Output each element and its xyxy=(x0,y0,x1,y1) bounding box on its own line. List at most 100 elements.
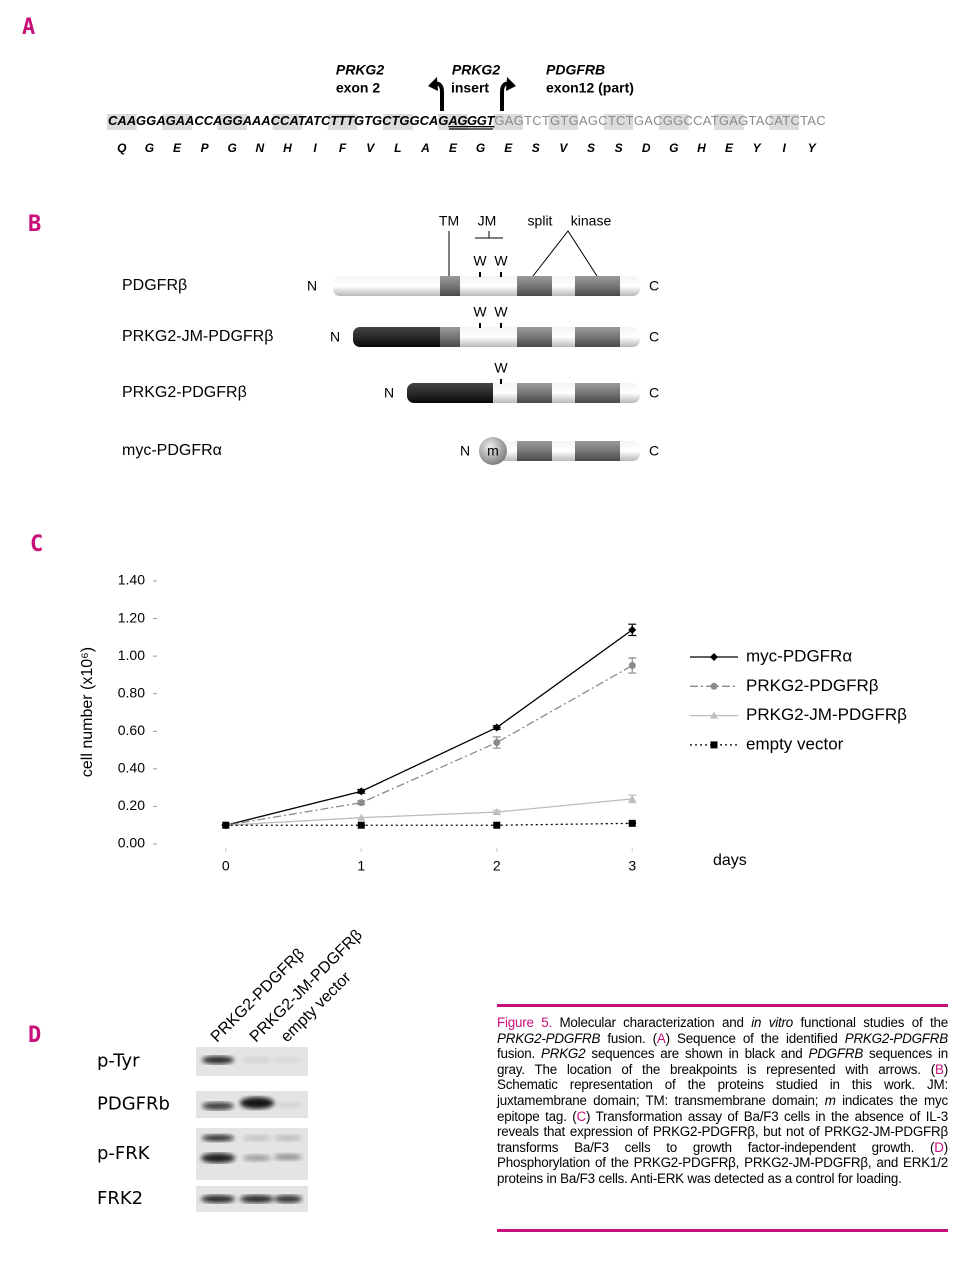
domain xyxy=(440,327,460,347)
figure-caption: Figure 5. Molecular characterization and… xyxy=(497,1004,948,1232)
protein-bar xyxy=(493,441,640,461)
domain xyxy=(620,276,640,296)
caption-italic: PRKG2 xyxy=(541,1046,586,1062)
band xyxy=(202,1056,234,1064)
amino-acid: E xyxy=(725,141,734,155)
domain xyxy=(517,327,552,347)
band xyxy=(274,1102,302,1108)
caption-text: ) Transformation assay of Ba/F3 cells in… xyxy=(497,1108,948,1155)
amino-acid: I xyxy=(313,141,317,155)
series-line xyxy=(225,822,633,826)
x-tick-label: 3 xyxy=(628,858,636,874)
amino-acid: V xyxy=(559,141,568,155)
domain xyxy=(620,441,640,461)
c-terminus: C xyxy=(649,329,659,345)
y-tick-label: 0.40 xyxy=(118,760,145,776)
caption-text: functional studies of the xyxy=(793,1015,949,1030)
protein-bar xyxy=(407,383,640,403)
blot-row-label: FRK2 xyxy=(97,1188,143,1209)
domain xyxy=(517,441,552,461)
domain xyxy=(552,383,575,403)
amino-acid: H xyxy=(697,141,706,155)
protein-bar xyxy=(353,327,640,347)
codon-shade xyxy=(272,114,303,130)
amino-acid: Y xyxy=(753,141,762,155)
legend-label: myc-PDGFRα xyxy=(746,646,852,665)
caption-italic: m xyxy=(824,1092,836,1108)
y-tick-label: 0.20 xyxy=(118,797,145,813)
blot-row-label: p-FRK xyxy=(97,1143,151,1164)
c-terminus: C xyxy=(649,443,659,459)
y-tick-label: 0.00 xyxy=(118,835,145,851)
amino-acid: N xyxy=(255,141,264,155)
amino-acid: S xyxy=(615,141,623,155)
amino-acid: S xyxy=(532,141,540,155)
amino-acid: A xyxy=(420,141,430,155)
pdgfrb-sequence: GAGTCTGTGAGCTCTGACGGCCATGAGTACATCTAC xyxy=(494,113,825,128)
series-line xyxy=(225,629,633,826)
band xyxy=(274,1135,302,1141)
caption-text: ) Phosphorylation of the PRKG2-PDGFRβ, P… xyxy=(497,1139,948,1186)
gene-name: PRKG2 xyxy=(452,62,500,78)
domain xyxy=(517,383,552,403)
gene-sub: exon12 (part) xyxy=(546,80,634,96)
domain xyxy=(575,327,620,347)
amino-acid: D xyxy=(642,141,651,155)
sequence: CAAGGAGAACCAGGAAACCATATCTTTGTGCTGGCAGAGG… xyxy=(108,113,826,128)
caption-italic: in vitro xyxy=(751,1015,793,1030)
marker xyxy=(492,808,501,816)
codon-shade xyxy=(327,114,358,130)
w-label: W xyxy=(473,304,487,320)
band xyxy=(274,1195,302,1203)
amino-acid: H xyxy=(283,141,292,155)
marker xyxy=(710,741,718,749)
amino-acid: G xyxy=(145,141,154,155)
codon-shade xyxy=(217,114,247,130)
legend-label: PRKG2-JM-PDGFRβ xyxy=(746,705,907,724)
panel-label: A xyxy=(22,15,35,40)
band xyxy=(240,1097,274,1109)
myc-tag-label: m xyxy=(487,443,499,459)
protein-name: PRKG2-JM-PDGFRβ xyxy=(122,328,273,345)
y-tick-label: 1.40 xyxy=(118,572,145,588)
protein-name: myc-PDGFRα xyxy=(122,442,222,459)
n-terminus: N xyxy=(384,385,394,401)
amino-acid: S xyxy=(587,141,595,155)
codon-shade xyxy=(383,114,413,130)
amino-acid: G xyxy=(669,141,678,155)
panel-label: D xyxy=(28,1023,41,1048)
legend-label: PRKG2-PDGFRβ xyxy=(746,676,879,695)
codon-shade xyxy=(603,114,634,130)
domain-label: kinase xyxy=(571,213,612,229)
codon-shade xyxy=(714,114,744,130)
caption-text: fusion. xyxy=(497,1046,541,1062)
domain xyxy=(575,276,620,296)
marker xyxy=(493,821,501,829)
caption-text: Molecular characterization and xyxy=(552,1015,752,1030)
amino-acid: G xyxy=(476,141,485,155)
amino-acid: I xyxy=(783,141,787,155)
codon-shade xyxy=(769,114,799,130)
marker xyxy=(710,682,718,690)
y-tick-label: 0.60 xyxy=(118,722,145,738)
amino-acid: G xyxy=(228,141,237,155)
marker xyxy=(628,662,636,670)
caption-label: Figure 5. xyxy=(497,1015,552,1030)
band xyxy=(201,1195,235,1203)
prkg2-sequence: CAAGGAGAACCAGGAAACCATATCTTTGTGCTGGCAG xyxy=(108,113,448,128)
protein-bar xyxy=(333,276,640,296)
band xyxy=(240,1195,274,1203)
domain xyxy=(353,327,440,347)
domain xyxy=(620,383,640,403)
marker xyxy=(710,711,718,719)
domain xyxy=(333,276,440,296)
protein-name: PDGFRβ xyxy=(122,277,187,294)
caption-text: sequences are shown in black and xyxy=(585,1046,809,1062)
caption-panel-ref: D xyxy=(934,1139,944,1155)
c-terminus: C xyxy=(649,385,659,401)
caption-italic: PRKG2-PDGFRB xyxy=(844,1030,948,1046)
panel-label: C xyxy=(30,532,43,557)
marker xyxy=(357,799,365,807)
